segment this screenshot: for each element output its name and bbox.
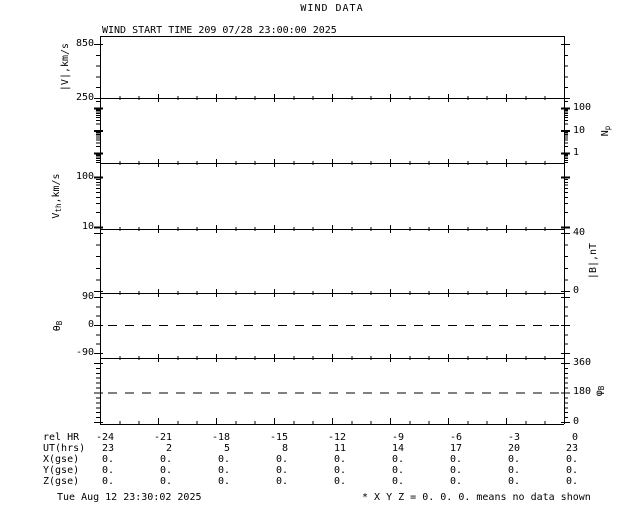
table-cell: 0.	[449, 465, 462, 476]
no-data-note: * X Y Z = 0. 0. 0. means no data shown	[362, 492, 591, 503]
flow-speed-tick-label: 250	[75, 92, 94, 103]
table-row-label: UT(hrs)	[43, 443, 86, 454]
table-row-label: Z(gse)	[43, 476, 80, 487]
table-cell: 0.	[507, 465, 520, 476]
phi-b-tick-label: 180	[573, 386, 592, 397]
table-cell: 0.	[275, 454, 288, 465]
table-cell: 5	[223, 443, 230, 454]
table-cell: 0	[571, 432, 578, 443]
table-cell: 0.	[507, 454, 520, 465]
start-time-label: WIND START TIME 209 07/28 23:00:00 2025	[102, 25, 337, 36]
thermal-speed-tick-label: 100	[75, 171, 94, 182]
table-cell: 20	[507, 443, 520, 454]
table-cell: 0.	[565, 454, 578, 465]
table-cell: 0.	[391, 465, 404, 476]
table-cell: 0.	[275, 465, 288, 476]
proton-density-tick-label: 1	[573, 147, 580, 158]
table-cell: 8	[281, 443, 288, 454]
proton-density-tick-label: 100	[573, 102, 592, 113]
table-cell: 0.	[217, 454, 230, 465]
theta-b-axis-title: θB	[52, 320, 64, 331]
table-cell: 0.	[333, 476, 346, 487]
table-cell: 0.	[449, 454, 462, 465]
table-cell: 14	[391, 443, 404, 454]
table-cell: 0.	[391, 454, 404, 465]
table-cell: -3	[507, 432, 520, 443]
table-cell: 2	[165, 443, 172, 454]
table-cell: -12	[327, 432, 346, 443]
table-cell: 0.	[101, 454, 114, 465]
phi-b-tick-label: 0	[573, 416, 580, 427]
field-magnitude-tick-label: 0	[573, 285, 580, 296]
table-cell: 23	[101, 443, 114, 454]
theta-b-tick-label: -90	[75, 347, 94, 358]
table-row-label: rel HR	[43, 432, 80, 443]
proton-density-tick-label: 10	[573, 125, 586, 136]
table-cell: 0.	[333, 465, 346, 476]
table-cell: -24	[95, 432, 114, 443]
theta-b-tick-label: 0	[87, 319, 94, 330]
table-row-label: Y(gse)	[43, 465, 80, 476]
table-cell: 0.	[159, 465, 172, 476]
table-cell: 0.	[101, 465, 114, 476]
field-magnitude-axis-title: |B|,nT	[588, 242, 599, 280]
table-cell: 0.	[507, 476, 520, 487]
theta-b-tick-label: 90	[81, 291, 94, 302]
table-cell: -15	[269, 432, 288, 443]
table-cell: 0.	[449, 476, 462, 487]
table-cell: 0.	[333, 454, 346, 465]
table-cell: 17	[449, 443, 462, 454]
thermal-speed-axis-title: Vth,km/s	[51, 173, 63, 219]
table-cell: 0.	[159, 476, 172, 487]
table-cell: 23	[565, 443, 578, 454]
table-cell: -18	[211, 432, 230, 443]
table-row-label: X(gse)	[43, 454, 80, 465]
proton-density-axis-title: Np	[600, 125, 612, 136]
flow-speed-axis-title: |V|,km/s	[60, 42, 71, 92]
table-cell: 0.	[275, 476, 288, 487]
page-title: WIND DATA	[300, 3, 364, 14]
phi-b-tick-label: 360	[573, 357, 592, 368]
timestamp: Tue Aug 12 23:30:02 2025	[57, 492, 202, 503]
phi-b-axis-title: φB	[594, 385, 606, 397]
field-magnitude-tick-label: 40	[573, 227, 586, 238]
flow-speed-tick-label: 850	[75, 38, 94, 49]
table-cell: 0.	[565, 476, 578, 487]
table-cell: 0.	[565, 465, 578, 476]
table-cell: 0.	[217, 476, 230, 487]
table-cell: 0.	[217, 465, 230, 476]
table-cell: 11	[333, 443, 346, 454]
table-cell: -6	[449, 432, 462, 443]
table-cell: 0.	[101, 476, 114, 487]
table-cell: 0.	[391, 476, 404, 487]
table-cell: -21	[153, 432, 172, 443]
thermal-speed-tick-label: 10	[81, 221, 94, 232]
table-cell: 0.	[159, 454, 172, 465]
table-cell: -9	[391, 432, 404, 443]
